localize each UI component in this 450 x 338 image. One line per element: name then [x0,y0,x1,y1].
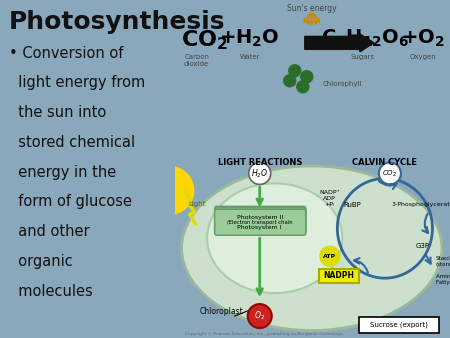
Text: energy in the: energy in the [9,165,116,179]
Text: 3-Phosphoglycerate: 3-Phosphoglycerate [392,202,450,207]
Text: Sucrose (export): Sucrose (export) [370,322,428,328]
Text: CALVIN CYCLE: CALVIN CYCLE [352,159,418,167]
Text: Sugars: Sugars [351,54,375,60]
Circle shape [320,246,340,266]
Ellipse shape [182,166,442,331]
Text: $O_2$: $O_2$ [254,310,265,322]
Text: $H_2O$: $H_2O$ [251,167,268,180]
Circle shape [249,163,271,185]
Text: +Pᵢ: +Pᵢ [325,202,335,207]
Circle shape [301,71,313,83]
Text: $CO_2$: $CO_2$ [382,168,397,178]
Circle shape [284,75,296,87]
Text: Photosystem II: Photosystem II [237,215,283,220]
Text: ADP: ADP [324,196,336,201]
Text: Chloroplast: Chloroplast [200,307,243,316]
FancyBboxPatch shape [215,209,306,235]
FancyBboxPatch shape [215,208,306,234]
Text: RuBP: RuBP [343,202,361,208]
Circle shape [379,163,401,185]
Circle shape [248,304,272,328]
Text: Carbon
dioxide: Carbon dioxide [184,54,209,67]
FancyBboxPatch shape [319,269,359,283]
Text: form of glucose: form of glucose [9,194,132,209]
Text: Sun's energy: Sun's energy [287,4,337,13]
Text: Photosystem I: Photosystem I [238,225,282,230]
Text: G3P: G3P [416,243,430,249]
Circle shape [297,81,309,93]
Text: $\mathbf{C_6H_{12}O_6}$: $\mathbf{C_6H_{12}O_6}$ [321,28,409,49]
FancyBboxPatch shape [215,206,306,232]
Text: • Conversion of: • Conversion of [9,46,123,61]
Text: Copyright © Pearson Education, Inc., publishing as Benjamin Cummings.: Copyright © Pearson Education, Inc., pub… [184,332,343,336]
Text: Starch
(storage): Starch (storage) [436,256,450,267]
Text: molecules: molecules [9,284,93,298]
Text: /Electron transport chain: /Electron transport chain [227,220,292,225]
Text: LIGHT REACTIONS: LIGHT REACTIONS [217,159,302,167]
Text: Photosynthesis: Photosynthesis [9,10,225,34]
Text: organic: organic [9,254,72,269]
Text: $\mathbf{+ O_2}$: $\mathbf{+ O_2}$ [401,28,445,49]
Text: and other: and other [9,224,90,239]
Text: Amino acids
Fatty acids: Amino acids Fatty acids [436,274,450,285]
Text: ATP: ATP [323,254,337,259]
Text: NADPH: NADPH [324,271,354,280]
FancyArrow shape [305,34,374,52]
Text: $\mathbf{+ H_2O}$: $\mathbf{+ H_2O}$ [220,28,280,49]
Text: stored chemical: stored chemical [9,135,135,150]
Circle shape [289,65,301,77]
Ellipse shape [207,184,342,293]
Text: Oxygen: Oxygen [410,54,436,60]
Text: $\mathbf{CO_2}$: $\mathbf{CO_2}$ [181,28,228,51]
Circle shape [145,166,194,214]
Text: Light: Light [189,201,206,207]
Text: Chlorophyll: Chlorophyll [323,81,362,87]
Text: light energy from: light energy from [9,75,145,90]
Text: the sun into: the sun into [9,105,106,120]
Text: NADP⁺: NADP⁺ [320,190,340,195]
Text: Water: Water [239,54,260,60]
FancyBboxPatch shape [359,317,439,333]
